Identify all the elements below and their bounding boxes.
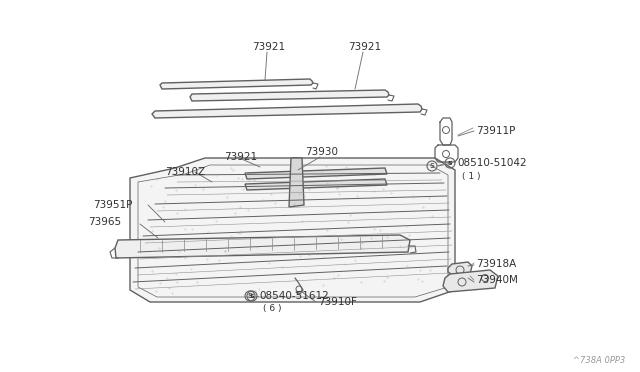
Text: 73965: 73965	[88, 217, 121, 227]
Text: 73918A: 73918A	[476, 259, 516, 269]
Text: 73921: 73921	[252, 42, 285, 52]
Text: 73910Z: 73910Z	[165, 167, 205, 177]
Text: ( 1 ): ( 1 )	[462, 171, 481, 180]
Text: ( 6 ): ( 6 )	[263, 305, 282, 314]
Polygon shape	[245, 168, 387, 179]
Polygon shape	[245, 179, 387, 190]
Text: 08540-51612: 08540-51612	[259, 291, 329, 301]
Polygon shape	[160, 79, 313, 89]
Text: 73951P: 73951P	[93, 200, 132, 210]
Text: ^738A 0PP3: ^738A 0PP3	[573, 356, 625, 365]
Text: 73921: 73921	[224, 152, 257, 162]
Text: S: S	[429, 164, 435, 170]
Polygon shape	[448, 262, 472, 276]
Text: 73940M: 73940M	[476, 275, 518, 285]
Polygon shape	[152, 104, 422, 118]
Polygon shape	[289, 158, 304, 207]
Polygon shape	[190, 90, 389, 101]
Polygon shape	[115, 235, 410, 258]
Text: 08510-51042: 08510-51042	[457, 158, 527, 168]
Polygon shape	[443, 270, 498, 292]
Text: 73910F: 73910F	[318, 297, 357, 307]
Text: 73911P: 73911P	[476, 126, 515, 136]
Text: S: S	[248, 294, 253, 299]
Text: S: S	[448, 161, 452, 166]
Text: S: S	[250, 294, 254, 299]
Polygon shape	[291, 158, 300, 205]
Polygon shape	[130, 158, 455, 302]
Text: 73930: 73930	[305, 147, 338, 157]
Text: 73921: 73921	[348, 42, 381, 52]
